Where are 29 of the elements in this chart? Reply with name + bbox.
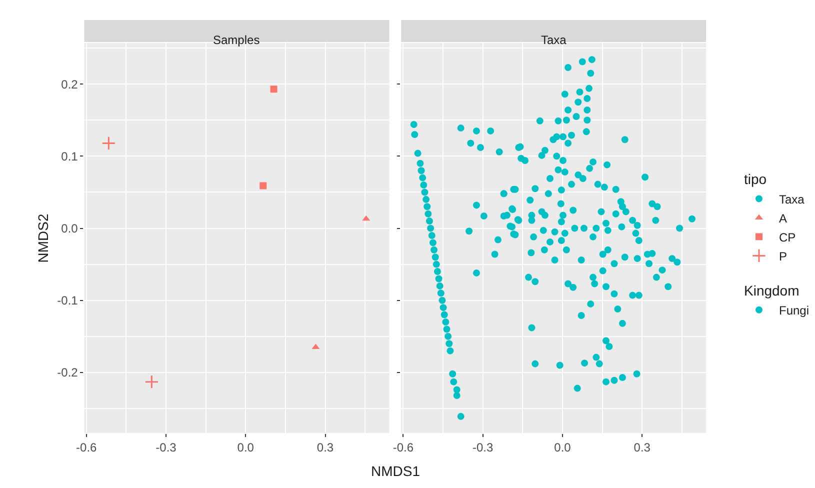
legend-label: Taxa	[779, 192, 805, 206]
point	[144, 374, 159, 389]
chart-title: Samples	[213, 33, 260, 47]
x-tick-label: 0.0	[237, 440, 254, 454]
legend-label: CP	[779, 230, 796, 244]
x-tick-label: 0.3	[634, 440, 651, 454]
legend-title: Kingdom	[744, 282, 800, 298]
legend-label: P	[779, 249, 788, 264]
x-axis-title: NMDS1	[371, 463, 420, 479]
y-axis-title: NMDS2	[34, 214, 51, 263]
y-tick-label: 0.2	[61, 77, 78, 92]
x-tick-label: 0.0	[554, 440, 572, 454]
legend-label: A	[779, 211, 788, 226]
legend-label: Fungi	[779, 304, 810, 318]
y-tick-label: -0.1	[57, 294, 78, 308]
point	[102, 136, 116, 150]
y-tick-label: 0.1	[61, 149, 78, 164]
legend-title: tipo	[744, 171, 767, 188]
point	[270, 86, 278, 93]
x-tick-label: -0.6	[392, 440, 414, 454]
y-tick-label: 0.0	[61, 221, 78, 236]
point	[260, 182, 267, 190]
x-tick-label: -0.6	[76, 440, 98, 454]
x-tick-label: -0.3	[472, 440, 494, 454]
point	[362, 215, 370, 221]
x-tick-label: -0.3	[156, 440, 177, 454]
x-tick-label: 0.3	[316, 440, 334, 454]
y-tick-label: -0.2	[57, 366, 78, 380]
chart-title: Taxa	[541, 33, 567, 47]
